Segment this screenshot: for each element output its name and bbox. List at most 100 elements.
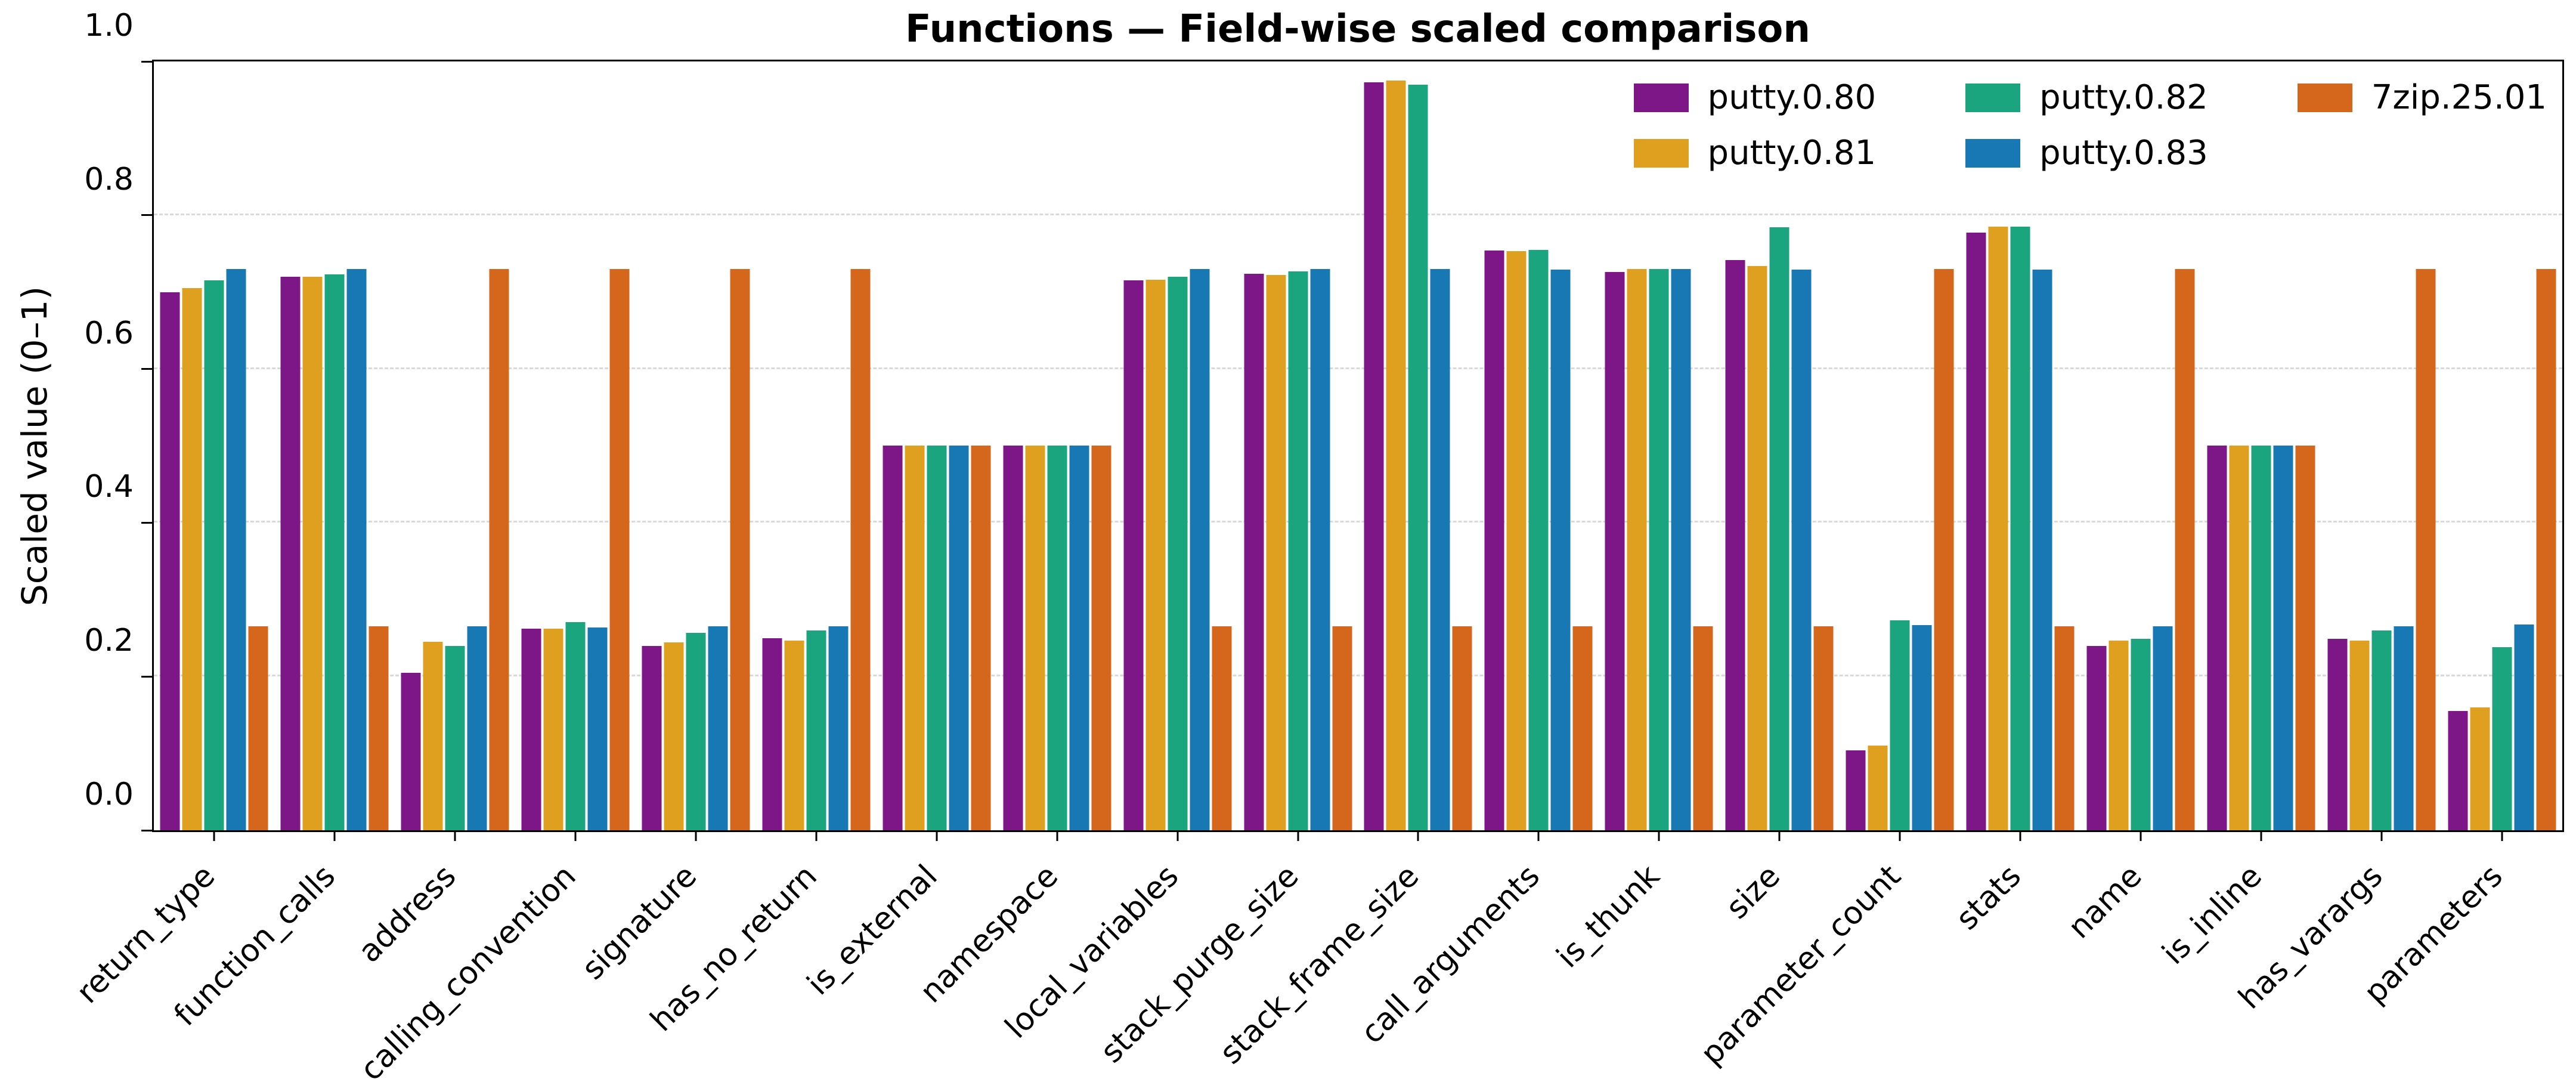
bar-putty.0.80-has_varargs [2327, 639, 2348, 830]
bar-group-stack_purge_size [1244, 269, 1352, 830]
legend-swatch-putty.0.82 [1965, 83, 2021, 112]
bar-putty.0.80-signature [642, 646, 662, 830]
bar-putty.0.81-function_calls [302, 277, 323, 830]
legend-label: putty.0.83 [2039, 134, 2208, 172]
bar-putty.0.80-calling_convention [521, 629, 541, 830]
bar-putty.0.82-stats [2010, 227, 2030, 830]
legend-swatch-putty.0.81 [1633, 138, 1689, 168]
bar-putty.0.80-parameter_count [1846, 750, 1866, 830]
bar-putty.0.82-has_varargs [2371, 630, 2392, 830]
x-tick-mark [2140, 830, 2142, 841]
bar-putty.0.80-name [2086, 646, 2107, 830]
bar-group-parameters [2448, 269, 2556, 830]
bar-7zip.25.01-parameters [2536, 269, 2556, 830]
bar-7zip.25.01-call_arguments [1572, 626, 1593, 830]
y-tick-mark [141, 521, 152, 524]
legend-swatch-putty.0.80 [1633, 83, 1689, 112]
gridline [154, 675, 2562, 677]
bar-putty.0.80-address [401, 673, 421, 830]
bar-putty.0.80-return_type [160, 292, 180, 830]
bar-7zip.25.01-signature [730, 269, 750, 830]
bar-putty.0.80-function_calls [280, 277, 301, 830]
bar-putty.0.81-parameter_count [1868, 746, 1888, 830]
x-tick-label: stack_purge_size [1094, 858, 1306, 1070]
bar-group-return_type [160, 269, 268, 830]
bar-putty.0.80-parameters [2448, 711, 2468, 830]
x-tick-mark [1899, 830, 1901, 841]
bar-putty.0.80-size [1725, 260, 1745, 830]
bar-putty.0.82-is_external [927, 446, 947, 830]
bar-putty.0.81-return_type [182, 288, 202, 830]
bar-group-size [1725, 227, 1834, 830]
x-tick-label: is_thunk [1550, 858, 1667, 975]
bar-putty.0.80-stack_frame_size [1364, 82, 1384, 830]
bar-putty.0.81-size [1747, 266, 1767, 830]
bar-putty.0.81-is_external [905, 446, 925, 830]
bar-putty.0.80-has_no_return [762, 638, 782, 830]
bar-putty.0.83-return_type [226, 269, 246, 830]
bar-putty.0.83-stats [2032, 270, 2052, 830]
legend: putty.0.80 putty.0.81 putty.0.82 putty.0.83… [1633, 78, 2547, 172]
bar-putty.0.83-size [1791, 270, 1812, 830]
bar-putty.0.81-is_thunk [1627, 269, 1647, 830]
bar-7zip.25.01-is_external [971, 446, 991, 830]
x-tick-mark [2260, 830, 2262, 841]
legend-item-putty.0.81: putty.0.81 [1633, 134, 1877, 172]
plot-area: putty.0.80 putty.0.81 putty.0.82 putty.0.83… [70, 8, 2564, 1082]
y-tick-mark [141, 368, 152, 370]
bar-7zip.25.01-return_type [248, 626, 268, 830]
bar-putty.0.81-has_varargs [2349, 641, 2370, 830]
bar-putty.0.83-signature [708, 626, 728, 830]
bar-putty.0.81-stack_purge_size [1266, 275, 1286, 830]
bar-putty.0.82-name [2131, 639, 2151, 830]
x-tick-label: parameter_count [1693, 858, 1908, 1072]
bar-7zip.25.01-stack_purge_size [1332, 626, 1352, 830]
bar-putty.0.83-is_external [949, 446, 969, 830]
x-tick-label: size [1719, 858, 1788, 926]
bar-putty.0.81-name [2109, 641, 2129, 830]
bar-group-signature [642, 269, 750, 830]
bar-putty.0.83-is_thunk [1671, 269, 1691, 830]
bar-7zip.25.01-function_calls [369, 626, 389, 830]
bar-putty.0.83-address [467, 626, 487, 830]
x-tick-mark [1778, 830, 1781, 841]
x-tick-mark [2019, 830, 2021, 841]
bar-putty.0.82-address [445, 646, 465, 830]
bar-putty.0.83-name [2153, 626, 2173, 830]
bar-putty.0.83-stack_frame_size [1430, 269, 1450, 830]
bar-putty.0.82-size [1769, 227, 1789, 830]
y-tick-mark [141, 60, 152, 63]
bar-putty.0.81-stack_frame_size [1386, 81, 1406, 830]
bar-putty.0.83-has_no_return [828, 626, 849, 830]
legend-item-7zip.25.01: 7zip.25.01 [2297, 78, 2547, 117]
y-axis-label: Scaled value (0–1) [14, 286, 55, 607]
legend-label: putty.0.80 [1707, 78, 1877, 117]
bar-putty.0.82-stack_purge_size [1288, 271, 1308, 830]
bar-putty.0.80-is_thunk [1605, 272, 1625, 830]
x-tick-mark [454, 830, 456, 841]
bar-putty.0.83-has_varargs [2394, 626, 2414, 830]
gridline [154, 521, 2562, 523]
y-tick-mark [141, 675, 152, 678]
x-tick-mark [1417, 830, 1419, 841]
bar-7zip.25.01-calling_convention [609, 269, 630, 830]
bar-putty.0.82-is_thunk [1649, 269, 1669, 830]
legend-label: putty.0.81 [1707, 134, 1877, 172]
bar-putty.0.81-call_arguments [1506, 251, 1527, 830]
x-tick-mark [2501, 830, 2503, 841]
bar-group-name [2086, 269, 2195, 830]
bar-putty.0.83-parameter_count [1912, 625, 1932, 830]
bar-7zip.25.01-stats [2054, 626, 2075, 830]
x-tick-label: address [351, 858, 463, 970]
bar-putty.0.82-return_type [204, 280, 224, 830]
bar-putty.0.83-namespace [1069, 446, 1089, 830]
bar-putty.0.81-calling_convention [543, 629, 564, 830]
bar-putty.0.80-local_variables [1123, 280, 1144, 830]
x-tick-label: signature [575, 858, 704, 987]
bar-7zip.25.01-address [489, 269, 509, 830]
bar-putty.0.80-call_arguments [1484, 251, 1504, 830]
bar-putty.0.80-is_external [883, 446, 903, 830]
bar-putty.0.80-namespace [1003, 446, 1023, 830]
x-tick-label: is_inline [2156, 858, 2270, 972]
